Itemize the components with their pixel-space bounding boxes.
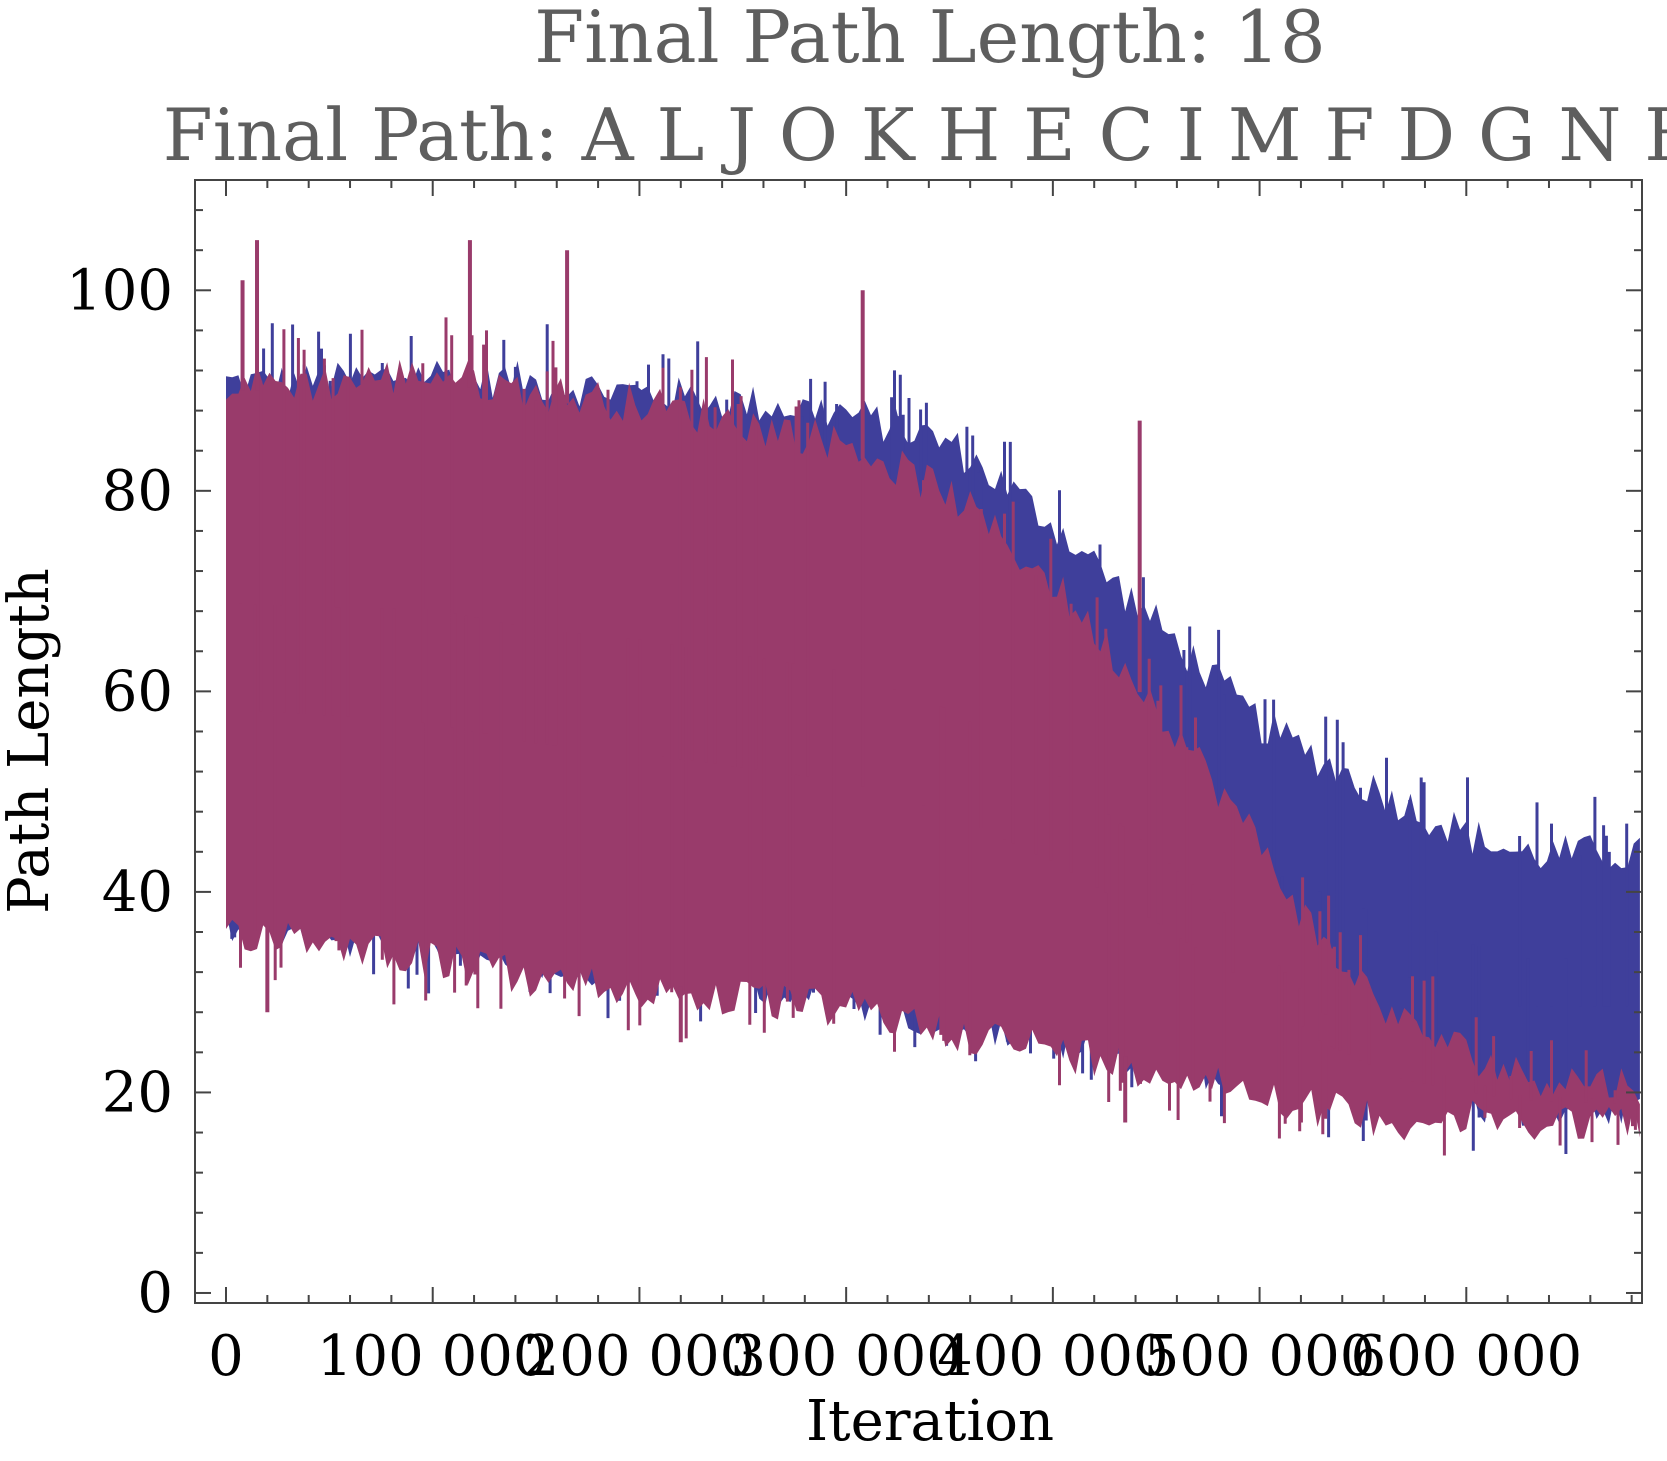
y-tick-label-0: 0 <box>137 1261 173 1326</box>
y-tick-label-5: 100 <box>66 258 173 323</box>
y-axis-label: Path Length <box>0 568 62 914</box>
y-tick-label-3: 60 <box>102 659 173 724</box>
series-2 <box>226 317 1640 1156</box>
y-tick-label-2: 40 <box>102 860 173 925</box>
extreme-spikes <box>240 240 1303 1123</box>
x-tick-label-5: 500 000 <box>1144 1324 1376 1389</box>
x-tick-label-1: 100 000 <box>317 1324 549 1389</box>
plot-frame <box>194 179 1643 1304</box>
x-tick-label-4: 400 000 <box>937 1324 1169 1389</box>
y-tick-label-4: 80 <box>102 459 173 524</box>
series-layer <box>226 240 1640 1156</box>
x-tick-label-3: 300 000 <box>730 1324 962 1389</box>
x-axis-label: Iteration <box>806 1389 1054 1454</box>
plot-area <box>226 240 1640 1156</box>
series-2-spikes <box>239 317 1637 1156</box>
x-tick-label-2: 200 000 <box>524 1324 756 1389</box>
x-tick-label-0: 0 <box>208 1324 244 1389</box>
y-tick-label-1: 20 <box>102 1060 173 1125</box>
chart-subtitle: Final Path: A L J O K H E C I M F D G N … <box>163 93 1667 177</box>
chart-title: Final Path Length: 18 <box>534 0 1325 79</box>
x-tick-label-6: 600 000 <box>1351 1324 1583 1389</box>
